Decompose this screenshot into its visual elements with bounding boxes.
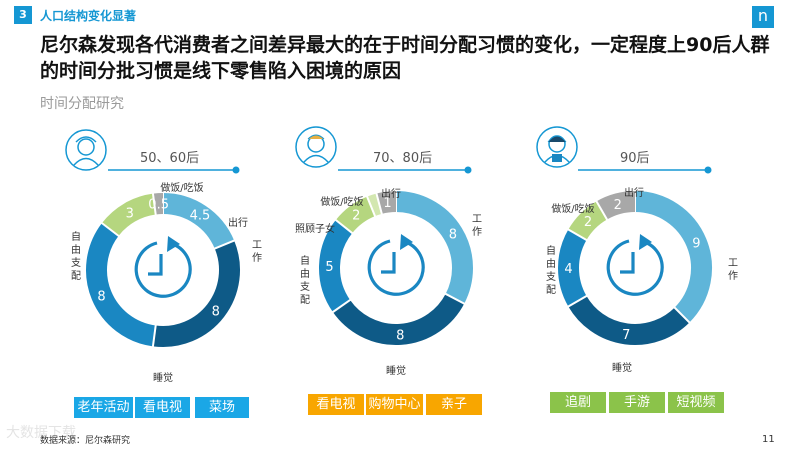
ring-value-g2-2: 4 [564,262,572,277]
segment-name-g0-3: 做饭/吃饭 [160,181,203,194]
middle-aged-person-icon [295,126,337,168]
tag-g1-0: 看电视 [308,394,364,415]
ring-value-g0-1: 8 [212,304,220,319]
segment-name-g2-2: 由 [546,257,556,270]
tag-g2-0: 追剧 [550,392,606,413]
ring-value-g0-2: 8 [97,289,105,304]
segment-name-g0-2: 自 [71,230,81,243]
tag-g0-2: 菜场 [195,397,249,418]
clock-refresh-icon [606,234,664,296]
ring-segment-g1-0 [395,191,473,304]
segment-name-g0-2: 支 [71,257,81,269]
segment-name-g2-3: 做饭/吃饭 [551,202,594,215]
tag-g0-1: 看电视 [135,397,190,418]
segment-name-g2-2: 支 [546,271,556,283]
timeline-dot-g1 [464,166,472,174]
ring-value-g1-2: 5 [325,260,333,275]
segment-name-g1-2: 支 [300,281,310,293]
ring-value-g0-4: 0.5 [148,198,169,213]
tag-g1-1: 购物中心 [366,394,423,415]
ring-segment-g0-0 [162,193,235,249]
ring-segment-g0-2 [86,223,157,347]
page-number: 11 [762,434,775,445]
ring-segment-g2-2 [558,229,587,307]
timeline-dot-g0 [232,166,240,174]
segment-name-g2-4: 出行 [624,186,644,199]
segment-name-g0-2: 配 [71,270,81,282]
elderly-person-icon [65,129,107,171]
page-subtitle: 时间分配研究 [40,96,124,112]
ring-segment-g1-2 [319,219,353,313]
segment-name-g1-0: 工 [472,214,482,225]
tag-g0-0: 老年活动 [74,397,133,418]
clock-refresh-icon [367,234,425,296]
data-source-note: 数据来源：尼尔森研究 [40,436,131,446]
ring-value-g2-3: 2 [584,215,592,230]
ring-segment-g0-3 [101,193,157,237]
ring-segment-g2-3 [568,201,608,241]
nielsen-logo: n [752,6,774,28]
segment-name-g2-0: 作 [728,270,738,282]
segment-name-g1-2: 自 [300,254,310,267]
segment-name-g2-1: 睡觉 [612,361,632,374]
clock-refresh-icon [134,236,192,298]
ring-segment-g0-1 [152,240,240,347]
watermark: 大数据下载 [6,425,76,441]
ring-value-g1-5: 1 [383,196,391,211]
segment-name-g1-2: 配 [300,294,310,306]
section-title: 人口结构变化显著 [40,9,137,23]
ring-value-g2-0: 9 [692,237,700,252]
segment-name-g2-0: 工 [728,258,738,269]
ring-segment-g2-1 [568,295,690,345]
ring-segment-g2-4 [596,191,636,220]
segment-name-g1-2: 由 [300,267,310,280]
segment-name-g1-5: 出行 [381,187,401,200]
section-number: 3 [14,6,32,24]
segment-name-g0-0: 工 [252,240,262,251]
tag-g1-2: 亲子 [426,394,482,415]
ring-segment-g1-1 [332,293,465,345]
ring-value-g1-0: 8 [449,228,457,243]
segment-name-g2-2: 配 [546,284,556,296]
segment-name-g0-4: 出行 [228,216,248,229]
segment-name-g1-4: 做饭/吃饭 [320,195,363,208]
segment-name-g1-1: 睡觉 [386,364,406,377]
tag-g2-2: 短视频 [668,392,724,413]
segment-name-g1-0: 作 [472,226,482,238]
young-person-icon [536,126,578,168]
generation-label-g0: 50、60后 [140,151,199,166]
ring-segment-g2-0 [634,191,712,323]
ring-value-g1-3: 2 [352,209,360,224]
segment-name-g2-2: 自 [546,244,556,257]
ring-segment-g1-3 [335,196,376,234]
segment-name-g0-2: 由 [71,243,81,256]
generation-label-g2: 90后 [620,151,650,166]
segment-name-g0-0: 作 [252,252,262,264]
segment-name-g0-1: 睡觉 [153,371,173,384]
page-headline: 尼尔森发现各代消费者之间差异最大的在于时间分配习惯的变化，一定程度上90后人群的… [40,34,770,82]
ring-value-g2-1: 7 [622,328,630,343]
ring-segment-g1-4 [367,193,382,217]
ring-value-g1-1: 8 [396,328,404,343]
tag-g2-1: 手游 [609,392,665,413]
segment-name-g1-3: 照顾子女 [295,222,335,235]
ring-value-g2-4: 2 [614,198,622,213]
ring-value-g0-0: 4.5 [190,209,211,224]
generation-label-g1: 70、80后 [373,151,432,166]
timeline-dot-g2 [704,166,712,174]
ring-value-g0-3: 3 [126,206,134,221]
